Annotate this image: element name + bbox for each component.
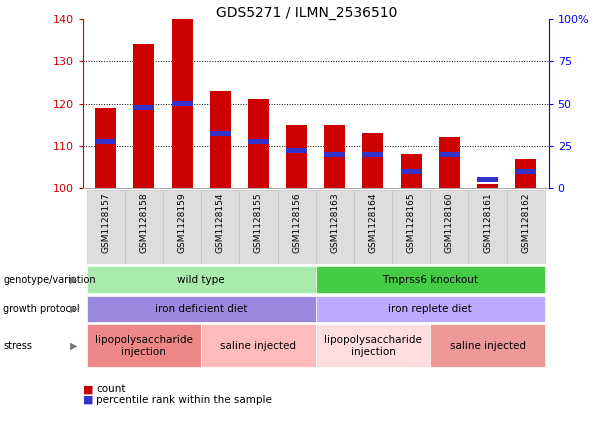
Bar	[324, 125, 345, 188]
Bar	[248, 99, 269, 188]
Text: GSM1128156: GSM1128156	[292, 192, 301, 253]
Text: stress: stress	[3, 341, 32, 351]
Bar	[316, 266, 545, 294]
Bar	[468, 190, 506, 264]
Bar	[95, 108, 116, 188]
Text: GSM1128162: GSM1128162	[521, 192, 530, 253]
Bar	[86, 266, 316, 294]
Text: lipopolysaccharide
injection: lipopolysaccharide injection	[95, 335, 193, 357]
Bar	[86, 296, 316, 322]
Text: GSM1128163: GSM1128163	[330, 192, 339, 253]
Bar	[439, 152, 460, 157]
Text: wild type: wild type	[177, 275, 225, 285]
Text: saline injected: saline injected	[449, 341, 525, 351]
Text: ▶: ▶	[70, 341, 78, 351]
Bar	[95, 139, 116, 144]
Text: GSM1128154: GSM1128154	[216, 192, 225, 253]
Bar	[125, 190, 163, 264]
Bar	[316, 324, 430, 367]
Text: growth protocol: growth protocol	[3, 304, 80, 314]
Bar	[430, 190, 468, 264]
Text: Tmprss6 knockout: Tmprss6 knockout	[383, 275, 478, 285]
Bar	[477, 177, 498, 182]
Bar	[506, 190, 545, 264]
Bar	[439, 137, 460, 188]
Bar	[86, 190, 125, 264]
Text: ▶: ▶	[70, 275, 78, 285]
Text: iron replete diet: iron replete diet	[389, 304, 472, 314]
Text: percentile rank within the sample: percentile rank within the sample	[96, 395, 272, 405]
Text: lipopolysaccharide
injection: lipopolysaccharide injection	[324, 335, 422, 357]
Bar	[239, 190, 278, 264]
Bar	[134, 105, 154, 110]
Bar	[430, 324, 545, 367]
Bar	[477, 184, 498, 188]
Text: GDS5271 / ILMN_2536510: GDS5271 / ILMN_2536510	[216, 6, 397, 20]
Text: saline injected: saline injected	[221, 341, 297, 351]
Text: GSM1128161: GSM1128161	[483, 192, 492, 253]
Text: GSM1128157: GSM1128157	[101, 192, 110, 253]
Bar	[201, 324, 316, 367]
Bar	[286, 125, 307, 188]
Text: GSM1128165: GSM1128165	[406, 192, 416, 253]
Text: ▶: ▶	[70, 304, 78, 314]
Bar	[401, 169, 422, 174]
Text: GSM1128155: GSM1128155	[254, 192, 263, 253]
Bar	[392, 190, 430, 264]
Bar	[210, 131, 230, 136]
Bar	[362, 152, 384, 157]
Bar	[515, 169, 536, 174]
Bar	[172, 101, 192, 106]
Bar	[163, 190, 201, 264]
Bar	[316, 296, 545, 322]
Text: ■: ■	[83, 395, 93, 405]
Text: iron deficient diet: iron deficient diet	[155, 304, 247, 314]
Text: GSM1128158: GSM1128158	[139, 192, 148, 253]
Bar	[210, 91, 230, 188]
Text: GSM1128159: GSM1128159	[178, 192, 186, 253]
Bar	[201, 190, 239, 264]
Bar	[401, 154, 422, 188]
Bar	[362, 133, 384, 188]
Bar	[278, 190, 316, 264]
Bar	[134, 44, 154, 188]
Bar	[324, 152, 345, 157]
Bar	[515, 159, 536, 188]
Text: GSM1128164: GSM1128164	[368, 192, 378, 253]
Bar	[316, 190, 354, 264]
Bar	[286, 148, 307, 153]
Text: genotype/variation: genotype/variation	[3, 275, 96, 285]
Bar	[86, 324, 201, 367]
Bar	[248, 139, 269, 144]
Text: ■: ■	[83, 384, 93, 394]
Bar	[354, 190, 392, 264]
Text: count: count	[96, 384, 126, 394]
Text: GSM1128160: GSM1128160	[445, 192, 454, 253]
Bar	[172, 19, 192, 188]
